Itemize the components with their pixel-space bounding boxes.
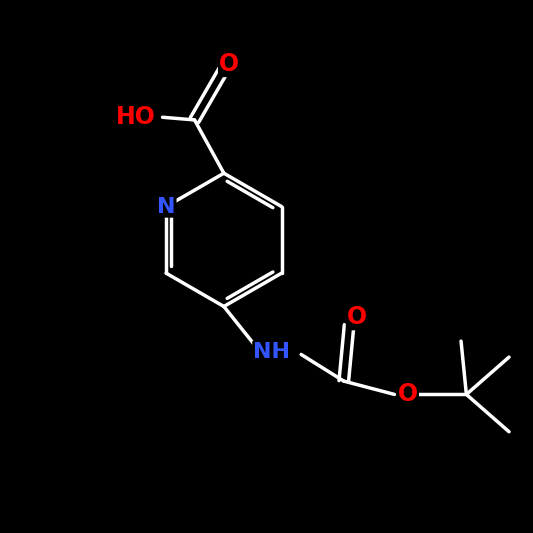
Text: O: O xyxy=(219,52,239,76)
Text: N: N xyxy=(157,197,175,216)
Text: HO: HO xyxy=(116,105,156,130)
Text: O: O xyxy=(398,382,418,407)
Text: NH: NH xyxy=(253,342,290,362)
Text: O: O xyxy=(347,305,367,329)
